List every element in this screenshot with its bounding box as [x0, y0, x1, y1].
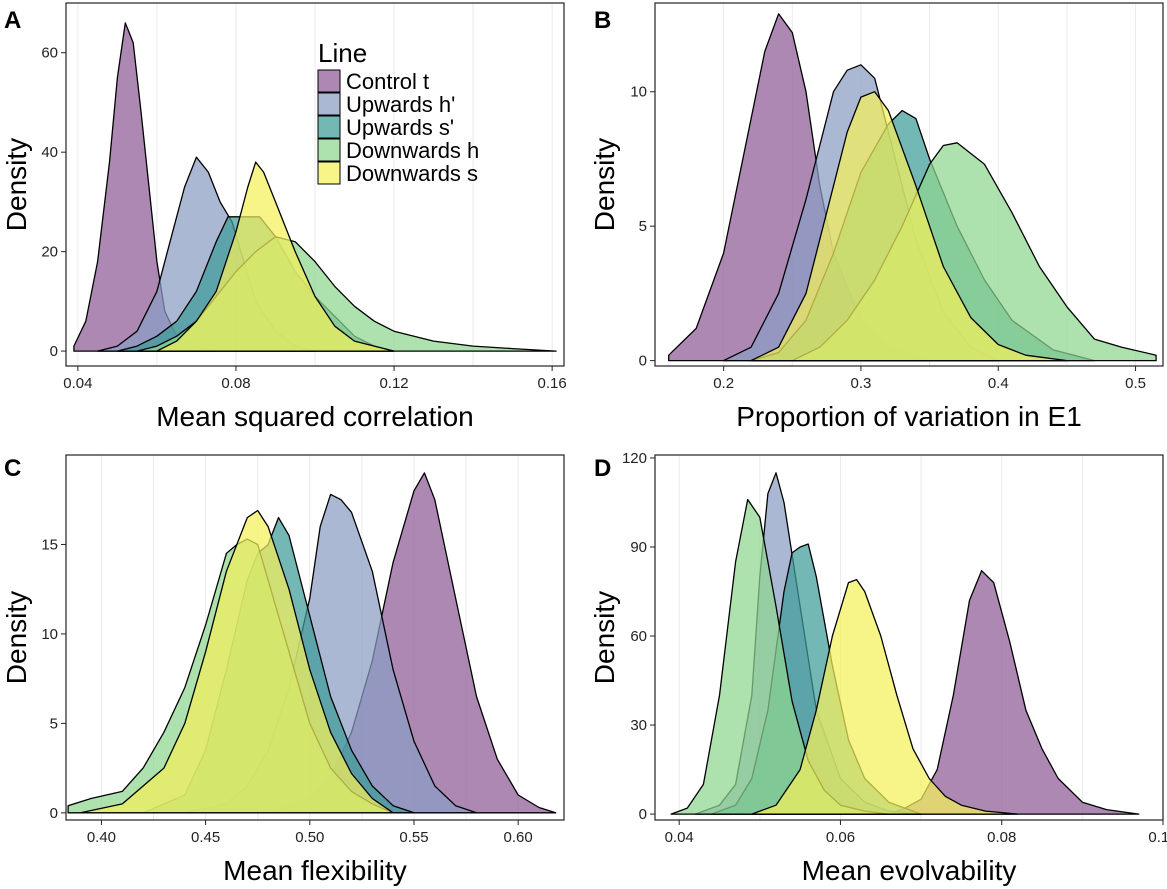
x-tick-label: 0.04 — [665, 829, 694, 846]
y-tick-label: 5 — [50, 715, 58, 732]
x-tick-label: 0.2 — [713, 375, 734, 392]
x-tick-label: 0.50 — [295, 829, 324, 846]
density-downwards-s — [750, 91, 1068, 362]
density-downwards-s — [156, 161, 395, 352]
legend-label: Downwards h — [346, 138, 479, 163]
y-tick-label: 60 — [630, 628, 647, 645]
x-tick-label: 0.5 — [1125, 375, 1146, 392]
y-tick-label: 0 — [639, 353, 647, 370]
legend-title: Line — [318, 38, 367, 68]
y-axis: 0 5 10 — [630, 84, 655, 370]
y-axis-title: Density — [1, 138, 32, 231]
x-axis-title: Proportion of variation in E1 — [736, 401, 1082, 432]
x-tick-label: 0.04 — [63, 375, 92, 392]
plot-border — [65, 2, 565, 367]
legend-swatch — [317, 161, 341, 185]
y-axis: 0 5 10 15 — [41, 536, 66, 822]
y-tick-label: 10 — [630, 84, 647, 101]
density-downwards-s — [751, 578, 1019, 815]
series-group — [670, 472, 1140, 815]
y-tick-label: 0 — [50, 343, 58, 360]
legend-swatch — [317, 92, 341, 116]
y-axis: 0 20 40 60 — [41, 45, 66, 360]
panel-letter: C — [4, 455, 21, 482]
legend-label: Downwards s — [346, 161, 478, 186]
y-tick-label: 0 — [639, 806, 647, 823]
x-tick-label: 0.4 — [988, 375, 1009, 392]
y-tick-label: 20 — [41, 244, 58, 261]
x-axis: 0.04 0.06 0.08 0.10 — [665, 820, 1167, 846]
y-tick-label: 120 — [622, 450, 647, 467]
x-axis: 0.04 0.08 0.12 0.16 — [63, 366, 567, 392]
y-axis-title: Density — [1, 591, 32, 684]
x-tick-label: 0.3 — [851, 375, 872, 392]
panel-D: 0.04 0.06 0.08 0.10 0 30 60 90 120 Mean evolvabil… — [589, 450, 1167, 886]
legend-swatch — [317, 138, 341, 162]
x-tick-label: 0.16 — [538, 375, 567, 392]
x-axis: 0.2 0.3 0.4 0.5 — [713, 366, 1146, 392]
x-tick-label: 0.08 — [987, 829, 1016, 846]
y-axis: 0 30 60 90 120 — [622, 450, 655, 823]
panel-C: 0.40 0.45 0.50 0.55 0.60 0 5 10 15 Mean flexibili… — [1, 454, 565, 886]
y-tick-label: 15 — [41, 536, 58, 553]
x-axis-title: Mean flexibility — [223, 855, 407, 886]
x-tick-label: 0.45 — [191, 829, 220, 846]
y-axis-title: Density — [589, 591, 620, 684]
panel-letter: D — [594, 455, 611, 482]
x-tick-label: 0.60 — [504, 829, 533, 846]
plot-border — [654, 2, 1164, 367]
legend-label: Upwards s' — [346, 115, 454, 140]
series-group — [668, 13, 1157, 362]
x-tick-label: 0.12 — [379, 375, 408, 392]
y-tick-label: 0 — [50, 805, 58, 822]
x-axis: 0.40 0.45 0.50 0.55 0.60 — [87, 820, 533, 846]
x-tick-label: 0.40 — [87, 829, 116, 846]
plot-border — [65, 454, 565, 821]
plot-border — [654, 454, 1164, 821]
legend-label: Control t — [346, 69, 429, 94]
y-axis-title: Density — [589, 138, 620, 231]
y-tick-label: 10 — [41, 626, 58, 643]
x-tick-label: 0.06 — [826, 829, 855, 846]
series-group — [67, 472, 557, 814]
y-tick-label: 90 — [630, 539, 647, 556]
x-tick-label: 0.10 — [1148, 829, 1167, 846]
legend-swatch — [317, 115, 341, 139]
panel-letter: A — [4, 7, 21, 34]
panel-A: 0.04 0.08 0.12 0.16 0 20 40 60 Mean squared corr… — [1, 2, 567, 432]
x-tick-label: 0.55 — [399, 829, 428, 846]
y-tick-label: 30 — [630, 717, 647, 734]
y-tick-label: 5 — [639, 218, 647, 235]
x-axis-title: Mean evolvability — [802, 855, 1017, 886]
series-group — [73, 22, 557, 352]
y-tick-label: 60 — [41, 45, 58, 62]
legend-label: Upwards h' — [346, 92, 455, 117]
panel-B: 0.2 0.3 0.4 0.5 0 5 10 Proportion of variation … — [589, 2, 1164, 432]
legend-swatch — [317, 69, 341, 93]
x-axis-title: Mean squared correlation — [156, 401, 474, 432]
panel-letter: B — [594, 7, 611, 34]
density-downwards-s — [79, 509, 394, 814]
y-tick-label: 40 — [41, 144, 58, 161]
gridlines — [77, 3, 553, 366]
x-tick-label: 0.08 — [221, 375, 250, 392]
